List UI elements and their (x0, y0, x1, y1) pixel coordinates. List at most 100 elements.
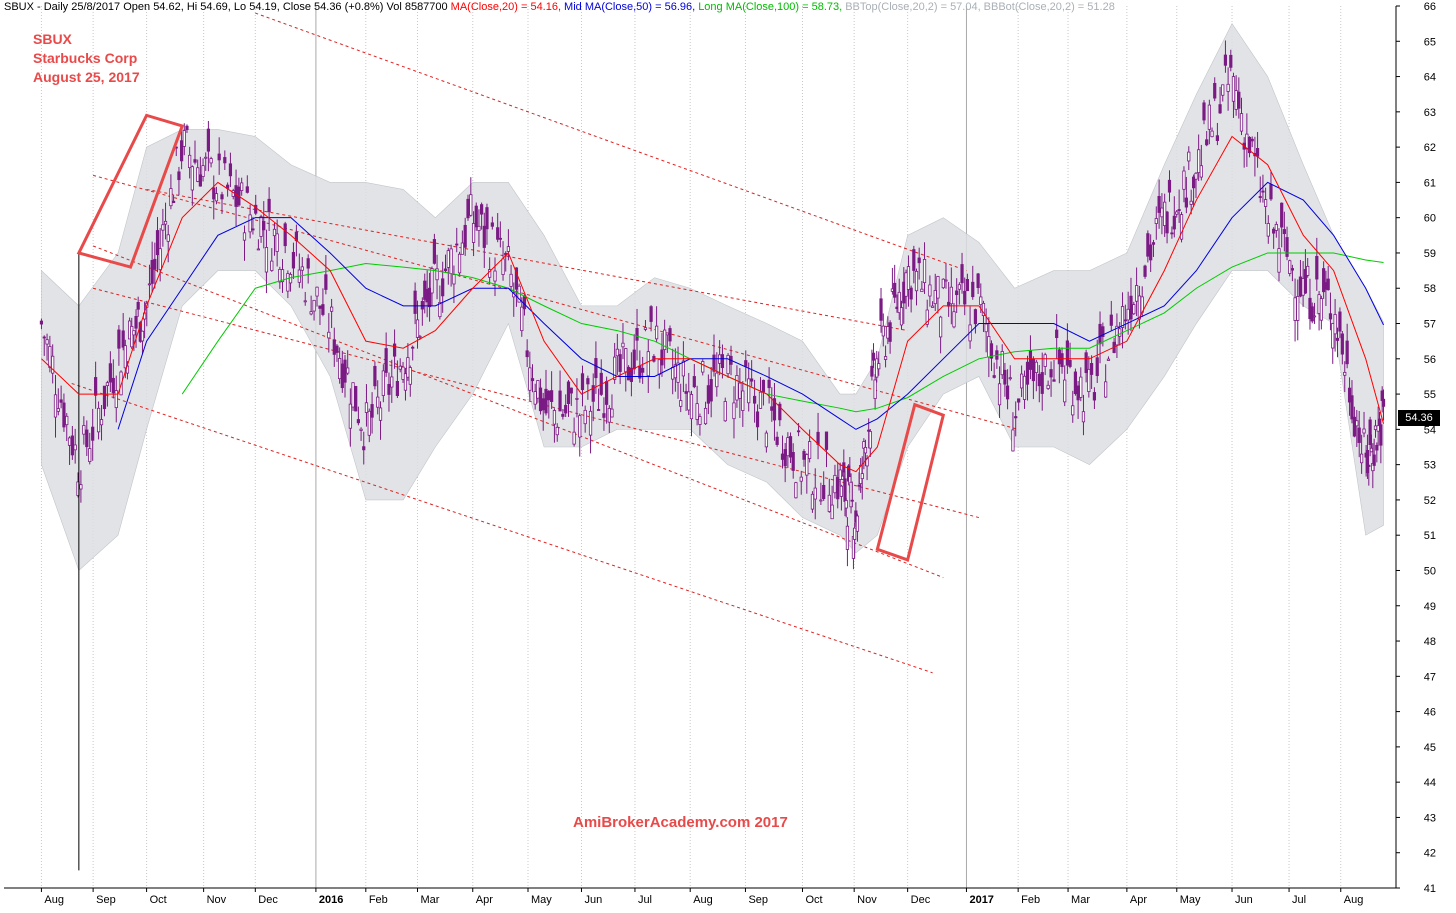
candle-body (1331, 323, 1335, 349)
candle-body (1065, 340, 1069, 366)
candle-body (1375, 444, 1379, 451)
candle-body (981, 302, 986, 316)
symbol-annotation: SBUX Starbucks Corp August 25, 2017 (33, 30, 140, 87)
candle-body (121, 330, 125, 348)
candle-body (96, 407, 101, 433)
candle-body (1234, 90, 1238, 110)
candle-body (1189, 200, 1193, 205)
candle-body (870, 365, 874, 377)
candle-body (163, 220, 168, 225)
candle-body (390, 376, 394, 388)
candle-body (327, 331, 331, 339)
y-tick-label: 59 (1424, 248, 1436, 260)
candle-body (1151, 242, 1156, 245)
candle-body (1120, 306, 1125, 328)
candle-body (873, 379, 877, 399)
candle-body (180, 140, 184, 162)
candle-body (641, 367, 645, 373)
candle-body (256, 248, 260, 251)
candle-body (1187, 151, 1191, 162)
candle-body (997, 383, 1002, 406)
candle-body (364, 402, 369, 413)
candle-body (384, 348, 388, 373)
candle-body (1326, 278, 1330, 291)
candle-body (214, 193, 219, 202)
candle-body (1118, 328, 1122, 337)
candle-body (1210, 130, 1214, 138)
candle-body (706, 385, 710, 404)
candle-body (506, 246, 510, 252)
candle-body (643, 327, 648, 330)
candle-body (501, 258, 505, 275)
candle-body (1143, 265, 1147, 277)
candle-body (1221, 84, 1225, 96)
candle-body (1135, 285, 1139, 302)
candle-body (182, 130, 186, 147)
candle-body (1272, 228, 1276, 234)
candle-body (871, 352, 876, 361)
candle-body (676, 362, 680, 383)
candle-body (917, 257, 921, 264)
candle-body (306, 258, 310, 269)
candle-body (536, 380, 540, 399)
candle-body (62, 402, 66, 428)
candle-body (1237, 91, 1241, 109)
x-tick-label: Aug (693, 894, 713, 906)
candle-body (605, 381, 609, 405)
y-tick-label: 57 (1424, 319, 1436, 331)
candle-body (1034, 361, 1038, 373)
candle-body (1340, 333, 1344, 355)
candle-body (770, 406, 774, 411)
candle-body (842, 462, 846, 473)
candle-body (899, 307, 904, 326)
candle-body (984, 323, 988, 333)
candle-body (1179, 214, 1184, 240)
candle-body (111, 377, 115, 394)
candle-body (1087, 368, 1091, 392)
candle-body (738, 382, 742, 399)
candle-body (646, 351, 650, 377)
y-tick-label: 44 (1424, 777, 1436, 789)
x-tick-label: Feb (369, 894, 388, 906)
candle-body (550, 390, 554, 402)
x-tick-label: May (1180, 894, 1201, 906)
candle-body (105, 382, 110, 387)
header-ma20: MA(Close,20) = 54.16, (450, 1, 562, 13)
candle-body (1129, 295, 1133, 320)
candle-body (259, 216, 263, 237)
candle-body (362, 446, 366, 451)
candle-body (79, 484, 83, 490)
candle-body (48, 346, 52, 368)
candle-body (914, 270, 919, 292)
candle-body (833, 474, 837, 494)
annotation-ticker: SBUX (33, 31, 72, 47)
candle-body (254, 204, 258, 214)
y-tick-label: 60 (1424, 213, 1436, 225)
x-tick-label: May (531, 894, 552, 906)
candle-body (689, 394, 694, 420)
candle-body (318, 305, 322, 309)
candle-body (936, 276, 940, 299)
candle-body (897, 291, 901, 314)
candle-body (883, 356, 888, 360)
x-tick-label: Jul (1292, 894, 1306, 906)
candle-body (520, 306, 524, 332)
y-tick-label: 62 (1424, 142, 1436, 154)
candle-body (530, 378, 535, 382)
candle-body (772, 398, 777, 421)
candle-body (161, 224, 165, 231)
channel-line (255, 12, 967, 272)
candle-body (668, 328, 672, 342)
candle-body (649, 306, 653, 322)
candle-body (65, 415, 69, 426)
candle-body (813, 487, 817, 500)
candle-body (853, 527, 857, 540)
candle-body (830, 504, 834, 520)
candle-body (822, 484, 826, 500)
candle-body (836, 477, 840, 500)
candle-body (1049, 369, 1053, 378)
x-tick-label: Feb (1021, 894, 1040, 906)
y-tick-label: 42 (1424, 848, 1436, 860)
candle-body (1312, 315, 1317, 318)
candle-body (687, 391, 691, 411)
